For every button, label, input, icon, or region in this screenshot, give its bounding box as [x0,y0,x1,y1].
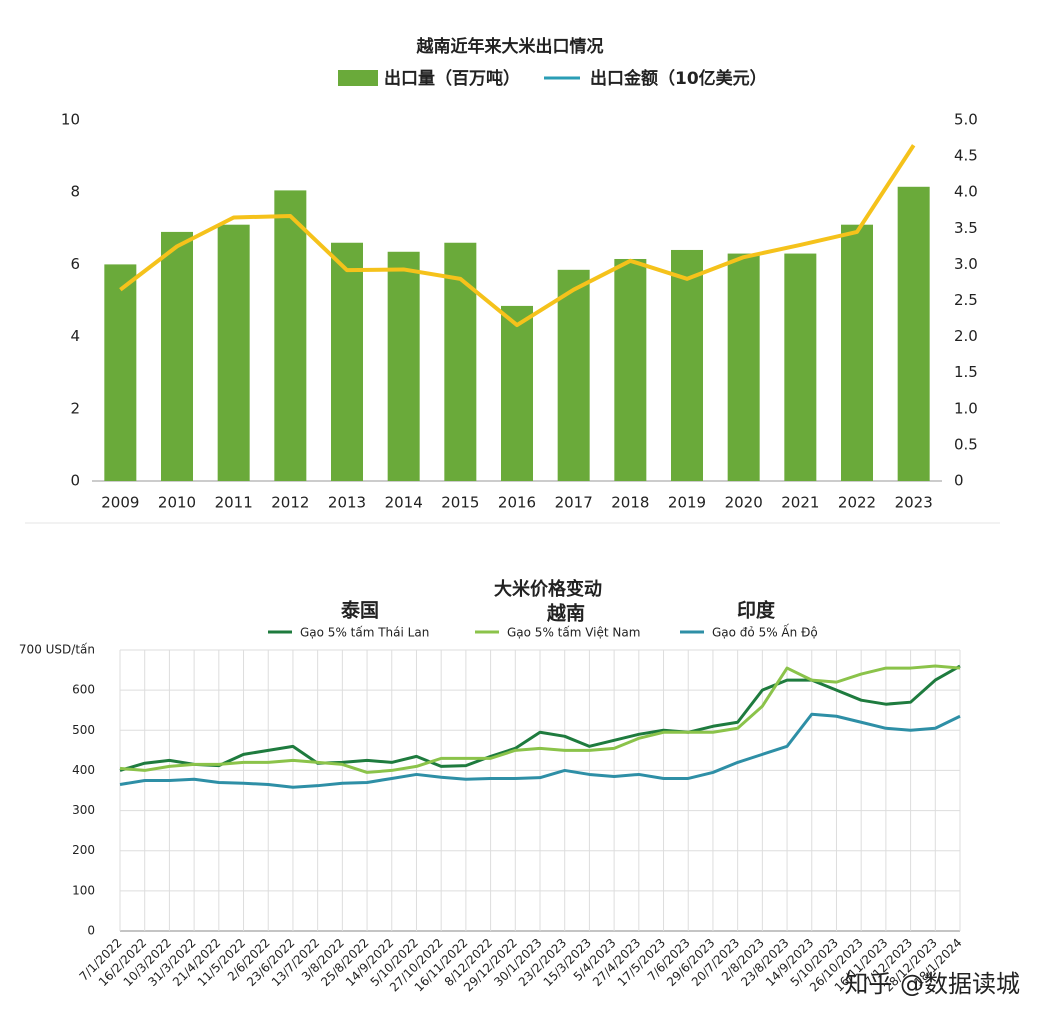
bar [897,186,930,481]
legend-label: 出口量（百万吨） [384,68,520,89]
legend-label: Gạo 5% tấm Thái Lan [300,626,429,640]
legend-label: 出口金额（10亿美元） [590,68,767,89]
x-tick-label: 2014 [385,494,423,512]
x-tick-label: 2022 [838,494,876,512]
annotation: 印度 [737,599,776,622]
annotation: 越南 [546,602,585,625]
y2-tick-label: 3.0 [954,255,978,273]
x-tick-label: 2009 [101,494,139,512]
x-tick-label: 2012 [271,494,309,512]
y2-tick-label: 3.5 [954,219,978,237]
annotation: 泰国 [340,599,379,622]
y-tick-label: 200 [72,843,95,857]
y2-tick-label: 4.0 [954,183,978,201]
y2-tick-label: 5.0 [954,111,978,129]
y-tick-label: 100 [72,883,95,897]
x-tick-label: 2016 [498,494,536,512]
bar [104,264,137,481]
x-tick-label: 2010 [158,494,196,512]
bar [274,190,307,481]
x-tick-label: 2019 [668,494,706,512]
y-tick-label: 8 [70,183,80,201]
line [119,712,961,789]
x-tick-label: 2013 [328,494,366,512]
watermark: 知乎 @数据读城 [844,970,1020,998]
y-tick-label: 500 [72,723,95,737]
legend-swatch [338,70,378,86]
y-tick-label: 400 [72,763,95,777]
bar [444,242,477,481]
y-tick-label: 2 [70,399,80,417]
y-tick-label: 0 [70,472,80,490]
x-tick-label: 2017 [555,494,593,512]
bar [387,251,420,481]
bar [727,253,760,481]
line [119,144,916,328]
y-tick-label: 10 [61,111,80,129]
x-tick-label: 2020 [725,494,763,512]
y2-tick-label: 2.0 [954,327,978,345]
legend-label: Gạo đỏ 5% Ấn Độ [712,624,818,640]
line [119,664,961,774]
bar [161,231,193,481]
y2-tick-label: 1.5 [954,363,978,381]
y-tick-label: 700 USD/tấn [19,643,95,657]
bar [217,224,250,481]
y-tick-label: 0 [87,924,95,938]
x-tick-label: 2023 [895,494,933,512]
y2-tick-label: 1.0 [954,399,978,417]
bar [671,249,703,481]
y2-tick-label: 0.5 [954,435,978,453]
chart-title: 越南近年来大米出口情况 [416,36,604,57]
bar [501,305,533,481]
line [119,664,961,772]
x-tick-label: 2015 [441,494,479,512]
y2-tick-label: 0 [954,472,964,490]
bar [331,242,363,481]
bar [614,258,647,481]
x-tick-label: 2018 [611,494,649,512]
y-tick-label: 600 [72,683,95,697]
bar [841,224,873,481]
y2-tick-label: 2.5 [954,291,978,309]
y-tick-label: 300 [72,803,95,817]
x-tick-label: 2021 [781,494,819,512]
y-tick-label: 4 [70,327,80,345]
y-tick-label: 6 [70,255,80,273]
legend-label: Gạo 5% tấm Việt Nam [507,626,640,640]
bar [557,269,590,481]
bar [784,253,817,481]
y2-tick-label: 4.5 [954,147,978,165]
x-tick-label: 2011 [215,494,253,512]
chart-title: 大米价格变动 [494,578,602,600]
